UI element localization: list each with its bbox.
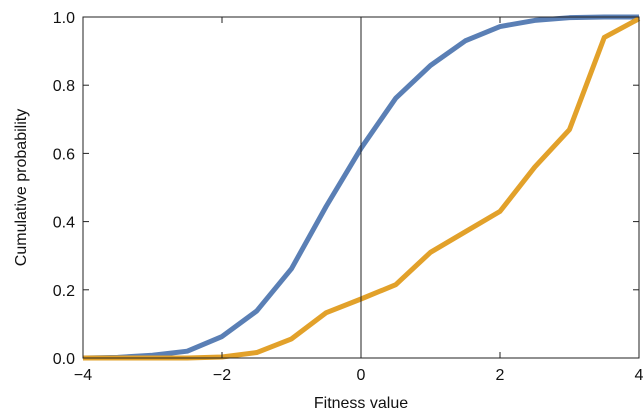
x-tick-label: 2 [496, 367, 505, 384]
x-tick-label: 0 [357, 367, 366, 384]
x-axis-title: Fitness value [314, 395, 408, 412]
y-axis-title: Cumulative probability [13, 109, 30, 266]
y-tick-label: 0.6 [53, 146, 75, 163]
y-tick-label: 1.0 [53, 10, 75, 27]
y-tick-label: 0.0 [53, 351, 75, 368]
x-tick-label: −2 [213, 367, 231, 384]
y-tick-label: 0.2 [53, 283, 75, 300]
x-tick-label: −4 [74, 367, 92, 384]
y-tick-label: 0.8 [53, 78, 75, 95]
y-tick-label: 0.4 [53, 215, 75, 232]
x-tick-label: 4 [635, 367, 643, 384]
ticks-layer: −4 −2 0 2 4 0.0 0.2 0.4 0.6 0.8 1.0 [53, 10, 643, 384]
